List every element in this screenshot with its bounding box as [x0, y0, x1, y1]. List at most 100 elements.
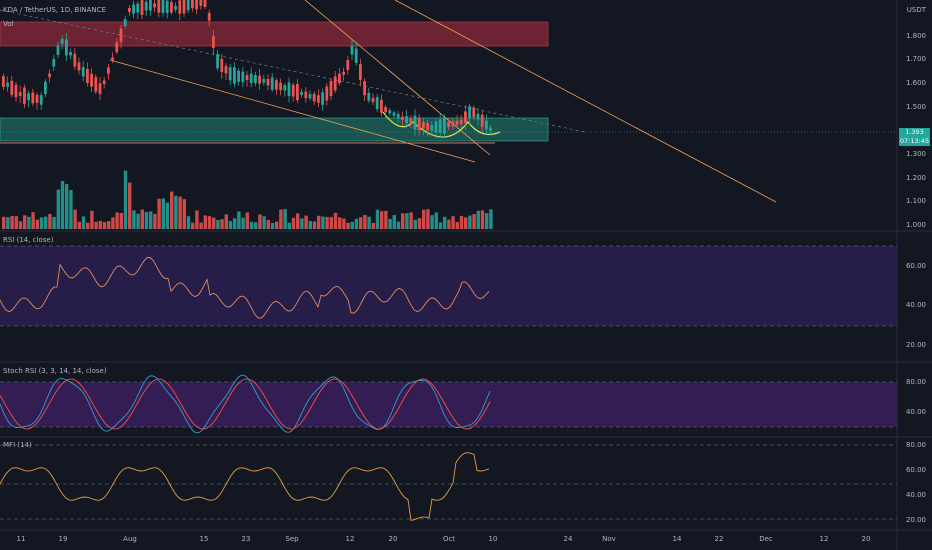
- volume-bar: [422, 209, 426, 229]
- candle-body: [430, 124, 434, 131]
- candle-body: [212, 36, 215, 48]
- price-axis-tick: 1.200: [905, 174, 926, 182]
- candle-body: [220, 58, 224, 72]
- time-axis-tick: 19: [58, 535, 68, 543]
- volume-bar: [186, 216, 191, 229]
- volume-bar: [367, 216, 371, 229]
- candle-body: [165, 0, 169, 14]
- candle-body: [375, 97, 379, 109]
- candle-body: [409, 118, 413, 124]
- volume-bar: [409, 212, 413, 229]
- volume-bar: [254, 222, 258, 229]
- volume-bar: [128, 182, 132, 229]
- candle-body: [296, 83, 299, 101]
- candle-body: [350, 45, 354, 55]
- resistance-zone: [0, 21, 549, 47]
- volume-bar: [157, 198, 161, 229]
- candle-body: [14, 84, 18, 98]
- volume-bar: [258, 214, 262, 229]
- candle-body: [245, 75, 249, 81]
- volume-bar: [10, 216, 14, 229]
- candle-body: [304, 91, 308, 99]
- volume-bar: [308, 220, 312, 229]
- candle-body: [174, 6, 177, 10]
- rsi-axis-tick: 40.00: [905, 301, 926, 309]
- candle-body: [132, 4, 135, 14]
- volume-bar: [199, 222, 203, 229]
- candle-body: [65, 39, 68, 56]
- volume-bar: [262, 216, 266, 229]
- volume-bar: [300, 218, 304, 229]
- volume-bar: [44, 216, 48, 229]
- time-axis-tick: Aug: [123, 535, 137, 543]
- volume-bar: [27, 216, 31, 229]
- candle-body: [31, 92, 35, 104]
- volume-bar: [119, 212, 123, 229]
- candle-body: [81, 67, 85, 77]
- volume-bar: [220, 219, 224, 229]
- candle-body: [195, 0, 198, 10]
- candle-body: [325, 86, 329, 101]
- candle-body: [270, 77, 274, 90]
- candle-body: [401, 116, 404, 121]
- volume-bar: [396, 221, 401, 229]
- candle-body: [111, 57, 114, 61]
- candle-body: [107, 67, 110, 74]
- volume-bar: [52, 216, 56, 229]
- volume-bar: [304, 215, 308, 229]
- candle-body: [312, 93, 316, 102]
- candle-body: [476, 113, 480, 120]
- time-axis-tick: 15: [199, 535, 209, 543]
- candle-body: [52, 59, 56, 67]
- candle-body: [233, 67, 236, 84]
- time-axis-tick: 22: [714, 535, 724, 543]
- candle-body: [346, 60, 350, 70]
- candle-body: [459, 119, 463, 125]
- volume-bar: [426, 209, 430, 229]
- candle-body: [354, 48, 358, 63]
- stoch-axis-tick: 40.00: [905, 408, 926, 416]
- candle-body: [262, 78, 266, 83]
- volume-bar: [266, 219, 270, 229]
- candle-body: [149, 0, 152, 11]
- candle-body: [283, 85, 287, 91]
- volume-bar: [485, 213, 489, 229]
- volume-bar: [6, 217, 10, 229]
- mfi-line: [0, 452, 490, 521]
- candle-body: [359, 64, 362, 80]
- volume-bar: [489, 209, 493, 229]
- candle-body: [224, 65, 228, 74]
- candle-body: [128, 8, 131, 12]
- volume-bar: [245, 212, 249, 229]
- candle-body: [115, 42, 119, 53]
- volume-bar: [60, 180, 65, 229]
- candle-body: [367, 92, 371, 101]
- volume-bar: [296, 213, 300, 229]
- cup-pattern-curve: [382, 111, 501, 138]
- volume-bar: [182, 199, 186, 229]
- candle-body: [48, 73, 51, 78]
- candle-body: [161, 0, 165, 13]
- price-axis-tick: 1.800: [905, 32, 926, 40]
- candle-body: [258, 75, 261, 84]
- volume-bar: [346, 222, 350, 229]
- candle-body: [94, 77, 98, 92]
- candle-body: [300, 91, 303, 95]
- price-axis-tick: 1.700: [905, 55, 926, 63]
- candle-body: [489, 127, 492, 131]
- candle-body: [18, 92, 22, 96]
- time-axis-tick: 24: [563, 535, 573, 543]
- volume-legend: Vol: [3, 20, 14, 28]
- price-axis-tick: 1.000: [905, 221, 926, 229]
- volume-bar: [228, 221, 233, 229]
- volume-bar: [237, 211, 241, 229]
- candle-body: [321, 92, 324, 105]
- mfi-axis-tick: 20.00: [905, 516, 926, 524]
- volume-bar: [149, 211, 153, 229]
- stoch-d-line: [0, 378, 491, 430]
- volume-bar: [65, 184, 69, 229]
- candle-body: [279, 82, 282, 91]
- volume-bar: [212, 217, 216, 229]
- volume-bar: [111, 217, 115, 229]
